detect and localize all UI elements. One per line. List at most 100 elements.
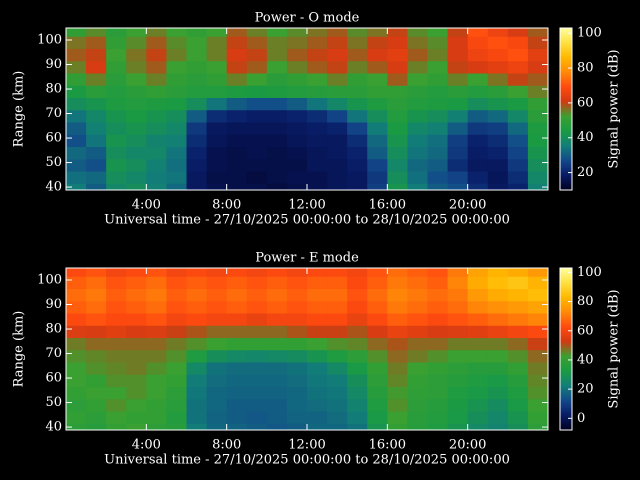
heatmap-cell <box>527 97 548 111</box>
heatmap-cell <box>146 183 167 190</box>
heatmap-cell <box>347 60 368 74</box>
heatmap-cell <box>507 146 529 160</box>
heatmap-cell <box>527 411 548 424</box>
heatmap-cell <box>467 349 489 363</box>
heatmap-cell <box>106 134 127 148</box>
heatmap-cell <box>286 386 308 400</box>
heatmap-cell <box>86 36 107 49</box>
heatmap-cell <box>487 183 509 190</box>
heatmap-cell <box>286 183 308 190</box>
heatmap-cell <box>367 386 388 400</box>
heatmap-cell <box>146 28 167 37</box>
heatmap-cell <box>467 146 489 160</box>
heatmap-cell <box>286 374 308 388</box>
heatmap-cell <box>106 60 127 74</box>
heatmap-cell <box>487 122 509 135</box>
heatmap-cell <box>467 109 489 123</box>
colorbar-segment <box>560 110 572 113</box>
heatmap-cell <box>246 337 268 351</box>
heatmap-cell <box>407 146 428 160</box>
heatmap-cell <box>146 97 167 111</box>
heatmap-cell <box>246 374 268 388</box>
heatmap-cell <box>407 48 428 62</box>
heatmap-cell <box>387 171 408 184</box>
heatmap-cell <box>286 337 308 351</box>
heatmap-cell <box>106 288 127 302</box>
heatmap-cell <box>286 97 308 111</box>
colorbar-segment <box>560 402 572 405</box>
heatmap-cell <box>86 85 107 99</box>
heatmap-cell <box>347 313 368 326</box>
heatmap-cell <box>266 60 288 74</box>
heatmap-cell <box>467 48 489 62</box>
heatmap-cell <box>407 411 428 424</box>
heatmap-cell <box>226 97 248 111</box>
heatmap-cell <box>146 109 167 123</box>
heatmap-cell <box>86 276 107 289</box>
colorbar-segment <box>560 124 572 127</box>
heatmap-cell <box>286 122 308 135</box>
colorbar-segment <box>560 52 572 55</box>
heatmap-cell <box>206 325 228 339</box>
heatmap-cell <box>407 183 428 190</box>
heatmap-cell <box>407 362 428 375</box>
colorbar-segment <box>560 272 572 275</box>
heatmap-cell <box>447 28 469 37</box>
heatmap-cell <box>307 48 328 62</box>
colorbar-segment <box>560 132 572 135</box>
heatmap-cell <box>447 268 469 277</box>
colorbar-segment <box>560 160 572 163</box>
heatmap-cell <box>367 300 388 314</box>
heatmap-cell <box>527 398 548 412</box>
heatmap-cell <box>327 122 348 135</box>
heatmap-cell <box>507 109 529 123</box>
heatmap-cell <box>266 276 288 289</box>
heatmap-cells <box>66 268 548 430</box>
colorbar-segment <box>560 134 572 137</box>
colorbar-segment <box>560 280 572 283</box>
heatmap-cell <box>307 349 328 363</box>
colorbar-segment <box>560 374 572 377</box>
colorbar-segment <box>560 288 572 291</box>
heatmap-cell <box>507 398 529 412</box>
colorbar-segment <box>560 76 572 79</box>
heatmap-cell <box>226 288 248 302</box>
colorbar-tick-label: 80 <box>577 294 594 309</box>
heatmap-cell <box>507 48 529 62</box>
heatmap-cell <box>266 268 288 277</box>
heatmap-cell <box>327 362 348 375</box>
heatmap-cell <box>527 386 548 400</box>
heatmap-cell <box>226 398 248 412</box>
colorbar-segment <box>560 382 572 385</box>
heatmap-cell <box>427 134 448 148</box>
colorbar-segment <box>560 114 572 117</box>
heatmap-cell <box>86 109 107 123</box>
heatmap-cell <box>206 386 228 400</box>
heatmap-cell <box>367 288 388 302</box>
heatmap-cell <box>86 146 107 160</box>
colorbar-segment <box>560 326 572 329</box>
heatmap-cell <box>286 28 308 37</box>
heatmap-cell <box>86 362 107 375</box>
heatmap-cell <box>347 374 368 388</box>
heatmap-cell <box>407 171 428 184</box>
heatmap-cell <box>367 313 388 326</box>
heatmap-cell <box>327 337 348 351</box>
y-tick-label: 90 <box>45 297 62 312</box>
heatmap-cell <box>427 374 448 388</box>
heatmap-cell <box>407 386 428 400</box>
colorbar-segment <box>560 104 572 107</box>
heatmap-cell <box>226 276 248 289</box>
heatmap-cell <box>66 349 87 363</box>
heatmap-cell <box>347 183 368 190</box>
colorbar-segment <box>560 64 572 67</box>
heatmap-cell <box>166 288 187 302</box>
heatmap-cell <box>166 134 187 148</box>
heatmap-cell <box>467 325 489 339</box>
heatmap-cell <box>286 48 308 62</box>
colorbar-segment <box>560 318 572 321</box>
heatmap-cell <box>367 60 388 74</box>
heatmap-cell <box>507 411 529 424</box>
heatmap-cell <box>126 134 147 148</box>
heatmap-cell <box>286 411 308 424</box>
